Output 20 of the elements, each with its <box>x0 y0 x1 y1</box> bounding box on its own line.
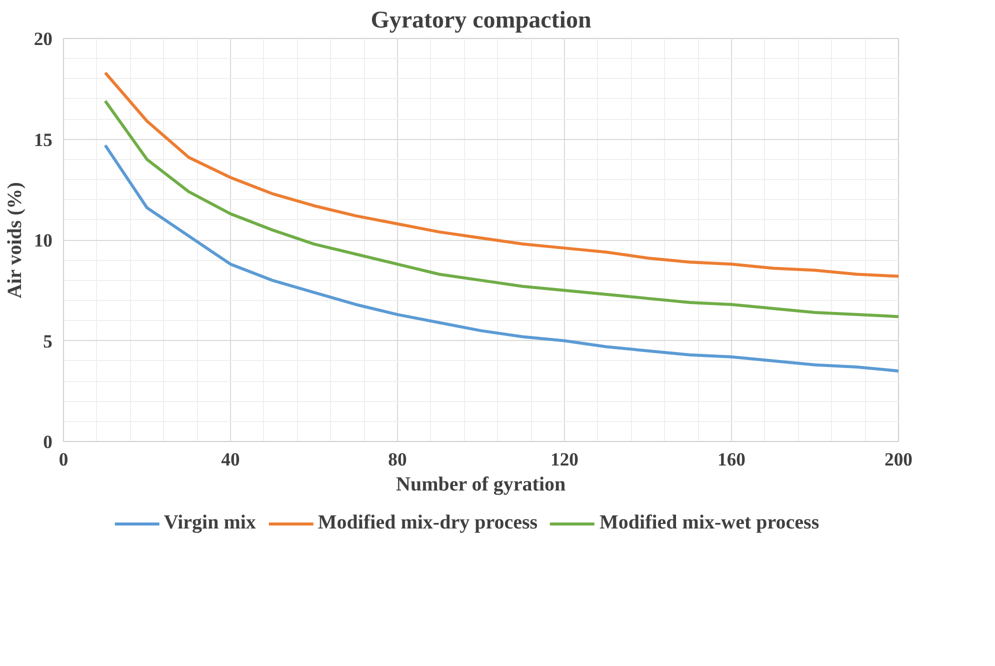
x-tick-label: 0 <box>58 450 68 470</box>
y-tick-label: 15 <box>34 130 52 151</box>
line-series <box>104 99 898 318</box>
legend-label: Modified mix-dry process <box>318 512 538 534</box>
legend-label: Modified mix-wet process <box>600 512 820 534</box>
x-tick-label: 80 <box>388 450 407 470</box>
y-tick-label: 0 <box>43 432 52 453</box>
y-tick-label: 20 <box>34 29 52 50</box>
y-axis-title: Air voids (%) <box>4 182 26 298</box>
y-tick-label: 10 <box>34 230 52 252</box>
legend-label: Virgin mix <box>164 512 256 534</box>
x-tick-label: 200 <box>884 450 912 470</box>
x-axis-title: Number of gyration <box>396 474 566 496</box>
line-series <box>104 144 898 372</box>
x-tick-label: 120 <box>550 450 578 470</box>
y-tick-label: 5 <box>43 331 52 352</box>
chart-title: Gyratory compaction <box>370 8 592 34</box>
line-series <box>104 71 898 278</box>
x-tick-label: 160 <box>718 450 746 470</box>
x-tick-label: 40 <box>221 450 240 470</box>
